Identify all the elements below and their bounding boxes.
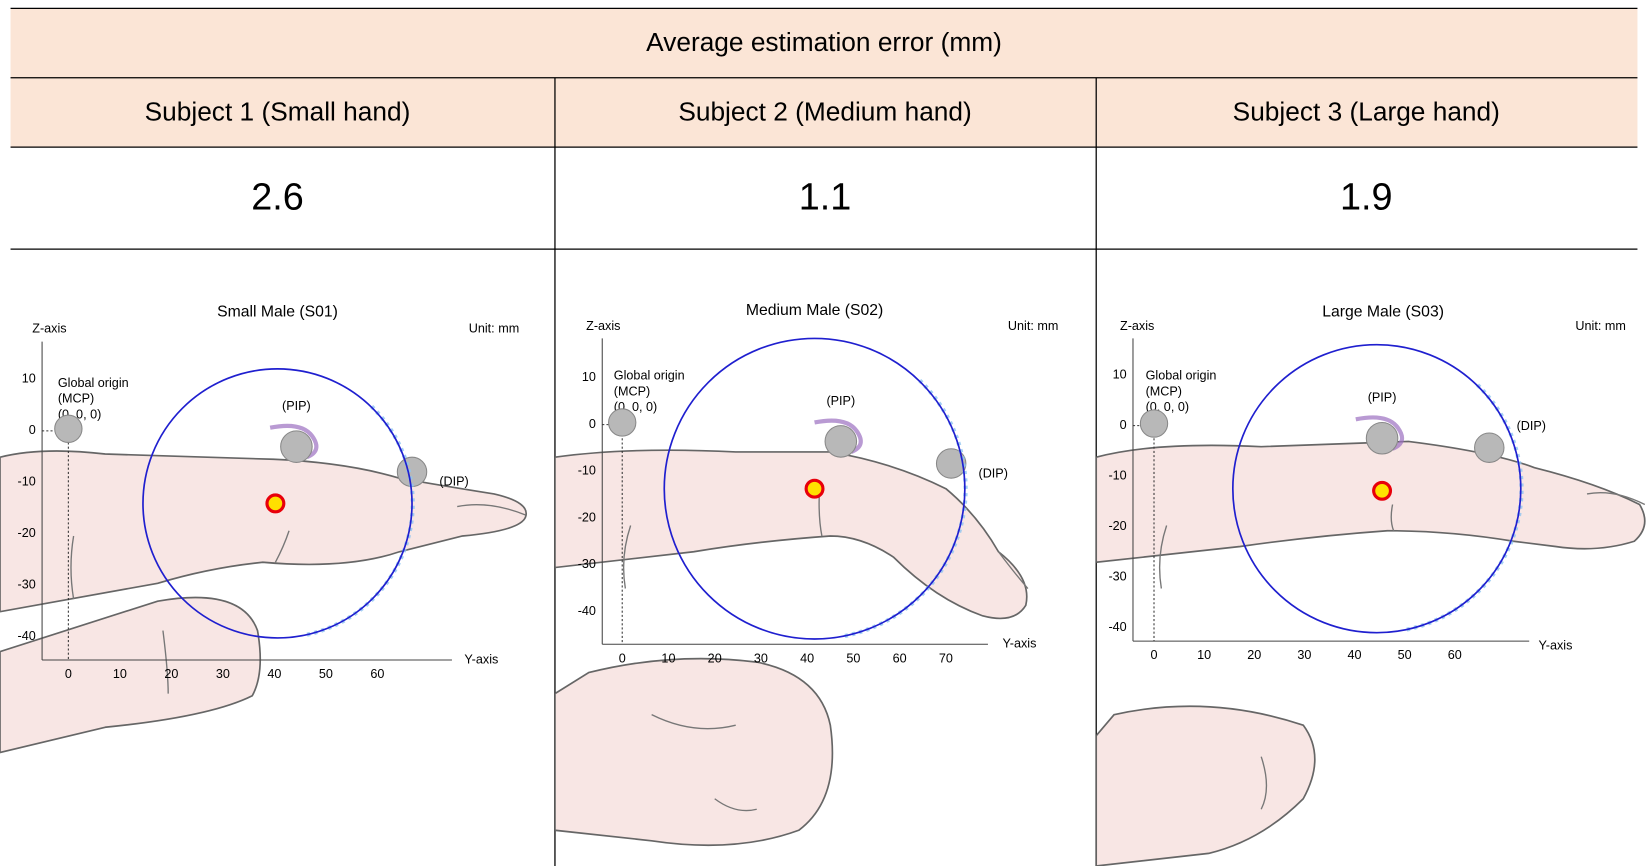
dip-label: (DIP): [978, 466, 1007, 480]
z-tick-label: 10: [22, 372, 36, 386]
table-title: Average estimation error (mm): [646, 27, 1002, 57]
z-tick-label: -20: [1108, 519, 1126, 533]
hand-illustration: [555, 450, 1028, 845]
pip-label: (PIP): [826, 394, 855, 408]
y-tick-label: 10: [661, 651, 675, 665]
column-header: Subject 3 (Large hand): [1233, 96, 1500, 126]
page: {"header": {"title": "Average estimation…: [0, 0, 1648, 866]
z-tick-label: -20: [578, 510, 596, 524]
y-tick-label: 50: [319, 667, 333, 681]
y-tick-label: 60: [1448, 648, 1462, 662]
y-tick-label: 60: [893, 651, 907, 665]
unit-label: Unit: mm: [1575, 319, 1625, 333]
z-tick-label: -40: [18, 629, 36, 643]
z-tick-label: 0: [29, 423, 36, 437]
hand-illustration: [1096, 441, 1645, 866]
dip-label: (DIP): [1517, 419, 1546, 433]
hand-illustration: [0, 451, 526, 753]
y-tick-label: 20: [1247, 648, 1261, 662]
z-tick-label: 10: [582, 370, 596, 384]
origin-label: (MCP): [1146, 384, 1182, 398]
z-tick-label: 0: [1120, 418, 1127, 432]
origin-joint: [609, 409, 636, 436]
z-tick-label: -30: [578, 557, 596, 571]
dip-joint: [936, 449, 965, 478]
z-axis-label: Z-axis: [586, 319, 620, 333]
z-tick-label: 10: [1113, 368, 1127, 382]
pip-joint: [1366, 422, 1398, 454]
origin-label: (MCP): [614, 384, 650, 398]
pip-joint: [825, 426, 857, 458]
z-tick-label: -30: [1108, 569, 1126, 583]
dip-joint: [397, 457, 426, 486]
circle-center: [1374, 482, 1391, 499]
y-tick-label: 40: [800, 651, 814, 665]
origin-joint: [1140, 410, 1167, 437]
y-axis-label: Y-axis: [464, 652, 498, 666]
y-tick-label: 20: [164, 667, 178, 681]
z-axis-label: Z-axis: [1120, 319, 1154, 333]
y-tick-label: 70: [939, 651, 953, 665]
error-value: 1.9: [1340, 177, 1393, 219]
origin-label: (MCP): [58, 392, 94, 406]
origin-label: Global origin: [1146, 369, 1217, 383]
y-tick-label: 50: [1398, 648, 1412, 662]
y-axis-label: Y-axis: [1539, 639, 1573, 653]
y-tick-label: 50: [846, 651, 860, 665]
origin-joint: [55, 415, 82, 442]
column-header: Subject 1 (Small hand): [145, 96, 411, 126]
circle-center: [806, 480, 823, 497]
z-tick-label: -10: [18, 475, 36, 489]
error-value: 1.1: [799, 177, 852, 219]
z-axis-label: Z-axis: [32, 321, 66, 335]
unit-label: Unit: mm: [1008, 319, 1058, 333]
plot-title: Small Male (S01): [217, 303, 338, 320]
pip-joint: [281, 431, 313, 463]
origin-label: Global origin: [58, 376, 129, 390]
y-tick-label: 60: [370, 667, 384, 681]
y-tick-label: 0: [619, 651, 626, 665]
plot-title: Medium Male (S02): [746, 302, 883, 319]
y-tick-label: 20: [708, 651, 722, 665]
dip-joint: [1475, 433, 1504, 462]
y-tick-label: 0: [1150, 648, 1157, 662]
y-tick-label: 40: [1348, 648, 1362, 662]
unit-label: Unit: mm: [469, 321, 519, 335]
y-tick-label: 30: [754, 651, 768, 665]
dip-label: (DIP): [439, 475, 468, 489]
plot-title: Large Male (S03): [1322, 303, 1444, 320]
y-tick-label: 10: [113, 667, 127, 681]
origin-label: Global origin: [614, 369, 685, 383]
y-tick-label: 40: [267, 667, 281, 681]
y-tick-label: 30: [216, 667, 230, 681]
y-tick-label: 10: [1197, 648, 1211, 662]
z-tick-label: -20: [18, 526, 36, 540]
figure-table: Average estimation error (mm) Small Male…: [0, 0, 1648, 866]
y-tick-label: 0: [65, 667, 72, 681]
pip-label: (PIP): [282, 399, 311, 413]
y-axis-label: Y-axis: [1003, 637, 1037, 651]
z-tick-label: -10: [578, 464, 596, 478]
z-tick-label: -30: [18, 578, 36, 592]
z-tick-label: -40: [578, 604, 596, 618]
z-tick-label: -10: [1108, 468, 1126, 482]
error-value: 2.6: [251, 177, 304, 219]
z-tick-label: -40: [1108, 620, 1126, 634]
pip-label: (PIP): [1368, 391, 1397, 405]
circle-center: [267, 495, 284, 512]
y-tick-label: 30: [1297, 648, 1311, 662]
z-tick-label: 0: [589, 417, 596, 431]
column-header: Subject 2 (Medium hand): [678, 96, 971, 126]
